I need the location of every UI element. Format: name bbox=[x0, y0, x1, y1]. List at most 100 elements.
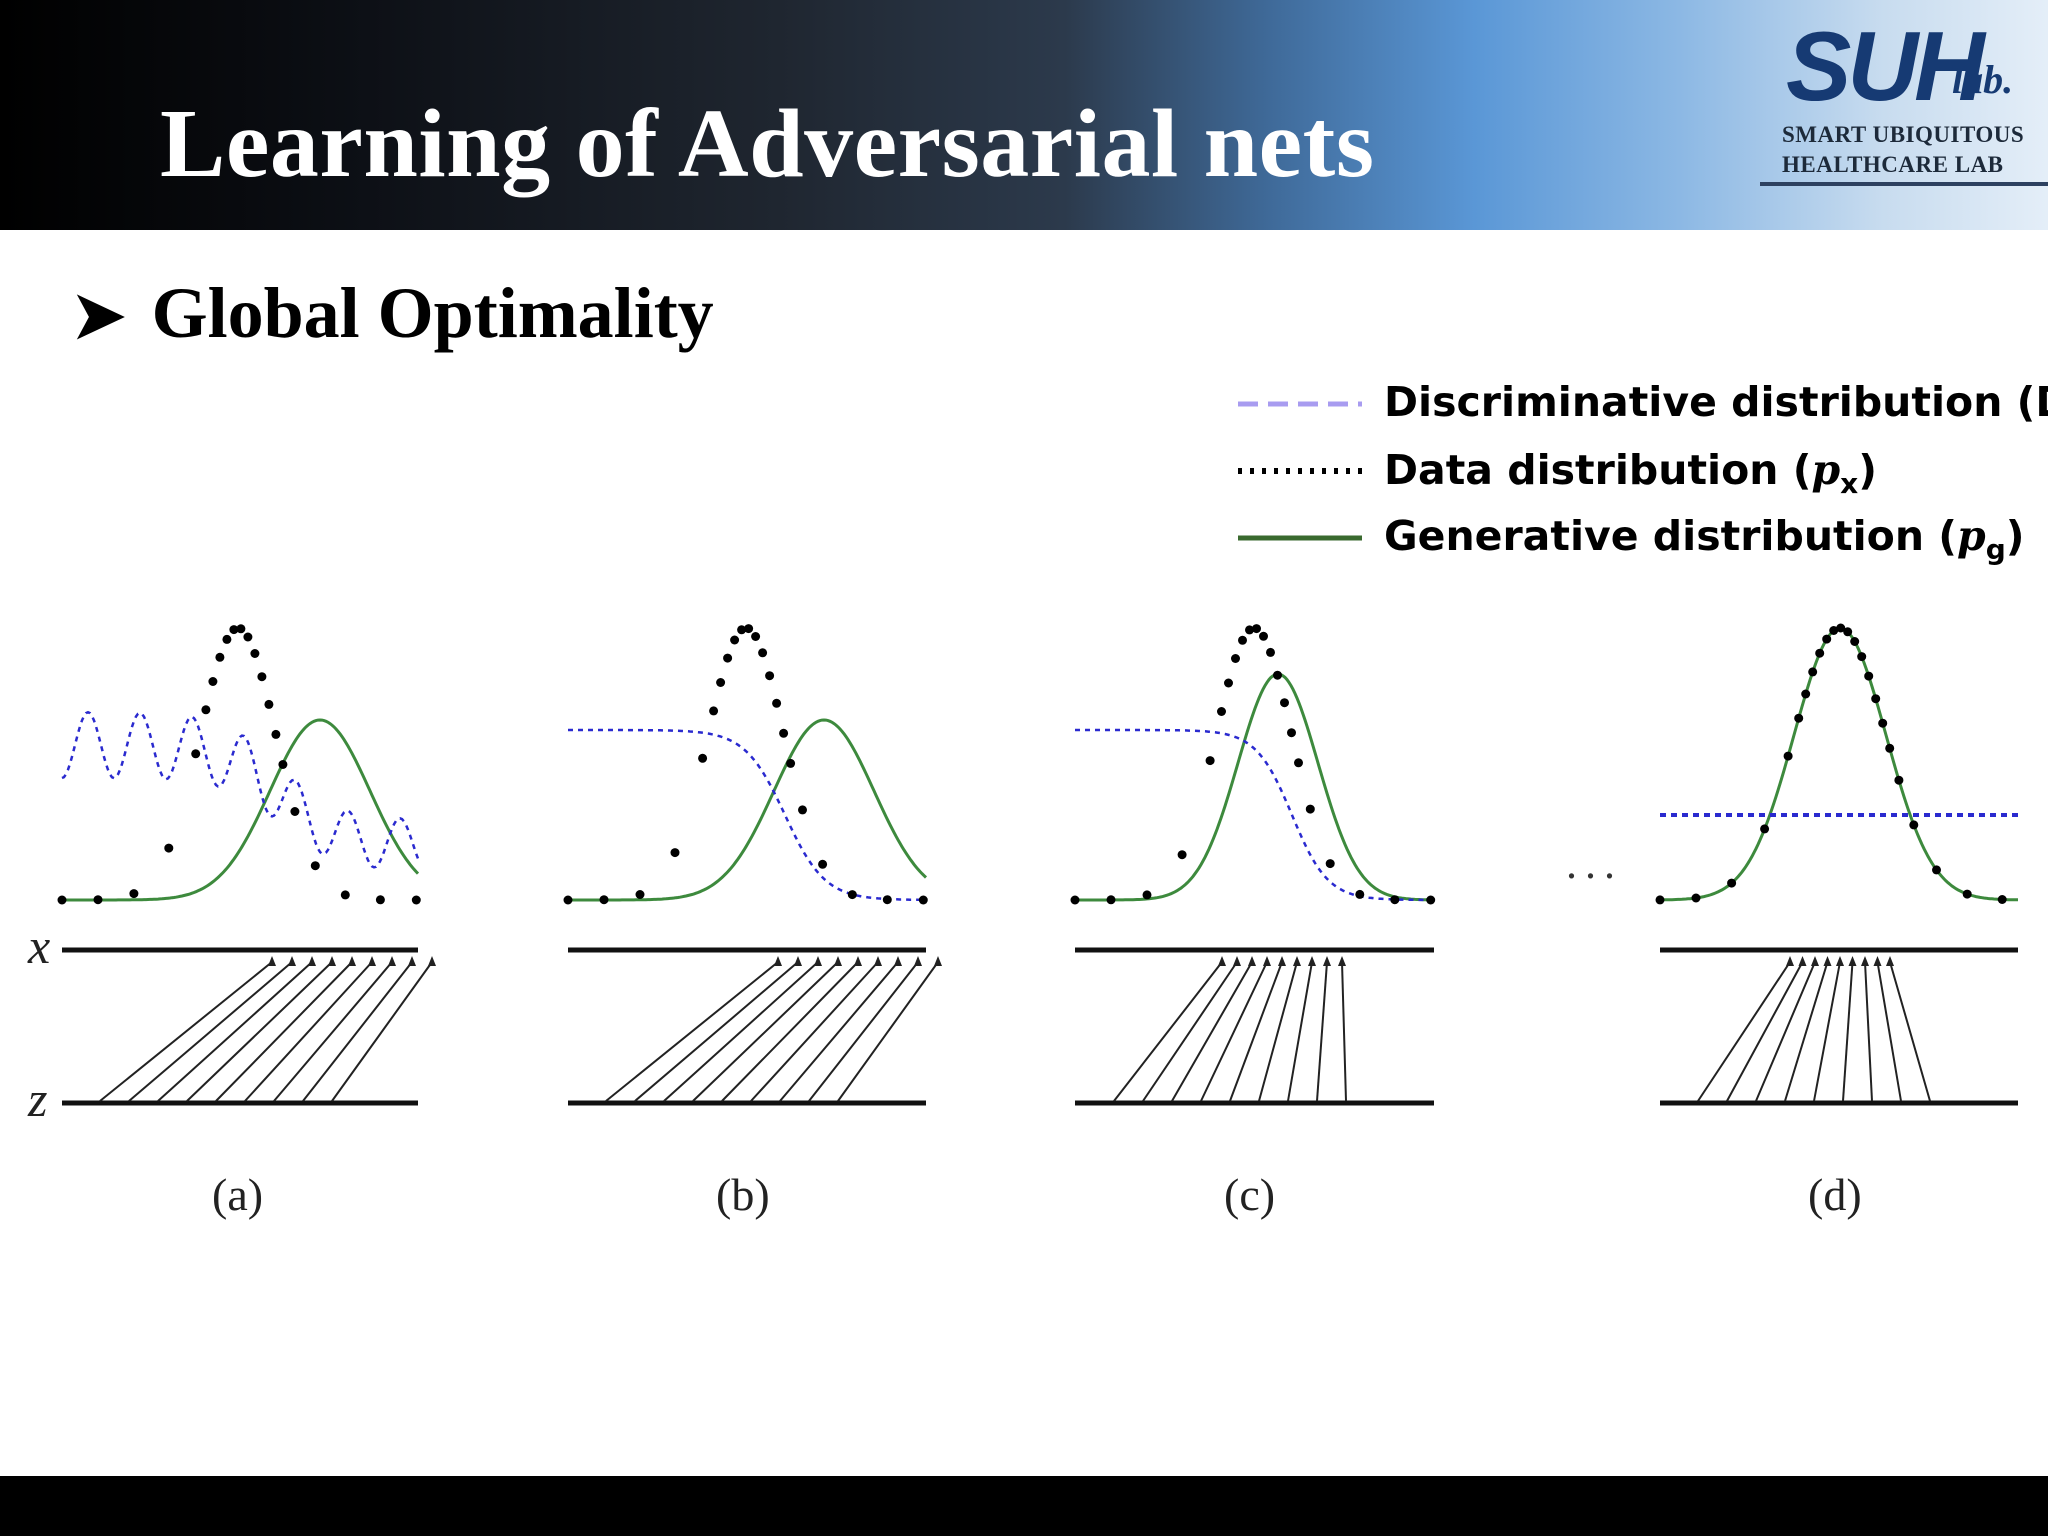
data-dot-a-7 bbox=[208, 677, 218, 686]
data-dot-c-11 bbox=[1252, 624, 1261, 634]
mapping-arrow-d-2 bbox=[1726, 961, 1804, 1102]
footer-bar bbox=[0, 1476, 2048, 1536]
mapping-arrow-b-3 bbox=[663, 961, 819, 1102]
data-dot-c-7 bbox=[1224, 678, 1233, 688]
legend-gen-prefix: Generative distribution ( bbox=[1384, 512, 1958, 560]
data-dot-c-2 bbox=[1106, 895, 1116, 905]
data-dot-b-15 bbox=[772, 698, 782, 708]
mapping-arrowhead-d-4 bbox=[1823, 956, 1832, 966]
logo-line-2: HEALTHCARE LAB bbox=[1782, 152, 2004, 177]
mapping-arrow-c-8 bbox=[1316, 961, 1328, 1102]
logo-line-1: SMART UBIQUITOUS bbox=[1782, 122, 2025, 147]
data-dot-a-2 bbox=[93, 895, 103, 905]
mapping-arrowhead-d-3 bbox=[1811, 956, 1819, 966]
legend-data-close: ) bbox=[1858, 446, 1877, 494]
data-dot-d-19 bbox=[1885, 743, 1895, 753]
data-dot-d-9 bbox=[1815, 648, 1825, 658]
data-dot-a-11 bbox=[236, 624, 246, 634]
data-dot-d-1 bbox=[1655, 895, 1665, 905]
data-dot-a-3 bbox=[129, 889, 139, 899]
mapping-arrow-b-2 bbox=[634, 961, 799, 1102]
panels-group bbox=[57, 623, 2018, 1106]
discriminative-curve-b bbox=[568, 728, 927, 902]
mapping-arrowhead-c-9 bbox=[1338, 956, 1346, 966]
data-dot-a-19 bbox=[310, 861, 320, 871]
panel-label-d: (d) bbox=[1808, 1169, 1862, 1220]
data-dot-c-15 bbox=[1280, 698, 1289, 708]
mapping-arrow-d-7 bbox=[1864, 961, 1873, 1102]
mapping-arrowhead-a-4 bbox=[328, 956, 336, 966]
mapping-arrowhead-b-7 bbox=[894, 956, 902, 966]
mapping-arrow-c-6 bbox=[1258, 961, 1298, 1102]
mapping-arrow-b-6 bbox=[750, 961, 879, 1102]
data-dot-d-14 bbox=[1850, 637, 1860, 646]
data-dot-d-20 bbox=[1894, 775, 1904, 785]
generative-curve-b bbox=[568, 718, 928, 902]
data-dot-d-2 bbox=[1691, 893, 1701, 903]
mapping-arrowhead-b-5 bbox=[854, 956, 862, 966]
mapping-arrowhead-d-7 bbox=[1861, 956, 1869, 966]
mapping-arrow-b-1 bbox=[605, 961, 779, 1102]
data-dot-a-9 bbox=[222, 634, 232, 644]
mapping-arrow-d-4 bbox=[1784, 961, 1829, 1102]
data-dot-c-13 bbox=[1266, 647, 1275, 657]
mapping-arrowhead-a-5 bbox=[348, 956, 356, 966]
mapping-arrowhead-c-2 bbox=[1233, 956, 1241, 966]
mapping-arrow-d-9 bbox=[1889, 961, 1931, 1102]
mapping-arrowhead-d-8 bbox=[1873, 956, 1882, 966]
bullet-arrow-icon: ➤ bbox=[72, 280, 126, 351]
data-dot-b-18 bbox=[798, 805, 807, 815]
mapping-arrowhead-b-3 bbox=[814, 956, 822, 966]
mapping-arrowhead-a-8 bbox=[408, 956, 416, 966]
data-dot-d-6 bbox=[1794, 713, 1804, 723]
data-dot-d-15 bbox=[1857, 652, 1867, 662]
legend-gen-symbol: p bbox=[1957, 512, 1986, 560]
data-dot-a-15 bbox=[264, 699, 274, 709]
mapping-arrowhead-d-5 bbox=[1836, 956, 1844, 966]
mapping-arrowhead-b-6 bbox=[874, 956, 882, 966]
logo-mark: SUH bbox=[1786, 11, 1985, 121]
data-dot-b-22 bbox=[918, 895, 928, 905]
data-dot-a-1 bbox=[57, 895, 67, 905]
data-dot-b-10 bbox=[737, 625, 747, 635]
mapping-arrowhead-d-9 bbox=[1886, 956, 1894, 966]
mapping-arrow-a-3 bbox=[157, 961, 313, 1102]
mapping-arrowhead-c-6 bbox=[1293, 956, 1301, 966]
panel-label-b: (b) bbox=[716, 1169, 770, 1220]
data-dot-a-4 bbox=[164, 843, 174, 853]
mapping-arrowhead-b-8 bbox=[914, 956, 922, 966]
mapping-arrowhead-a-3 bbox=[308, 956, 316, 966]
data-dot-d-3 bbox=[1727, 878, 1737, 888]
legend-data-symbol: p bbox=[1811, 446, 1841, 494]
data-dot-d-23 bbox=[1962, 889, 1972, 899]
data-dot-a-21 bbox=[375, 895, 385, 905]
data-dot-d-13 bbox=[1843, 627, 1853, 637]
data-dot-b-2 bbox=[599, 895, 609, 905]
data-dot-b-13 bbox=[758, 648, 768, 658]
bullet-heading: ➤ Global Optimality bbox=[72, 272, 714, 355]
legend-generative: Generative distribution (pg) bbox=[1384, 512, 2025, 566]
mapping-arrow-a-2 bbox=[128, 961, 293, 1102]
legend-data: Data distribution (px) bbox=[1384, 446, 1877, 500]
mapping-arrow-b-7 bbox=[779, 961, 899, 1102]
data-dot-a-13 bbox=[250, 649, 260, 658]
logo-rule bbox=[1760, 182, 2048, 186]
data-dot-c-6 bbox=[1217, 707, 1226, 716]
data-dot-c-18 bbox=[1305, 804, 1315, 814]
mapping-arrow-c-7 bbox=[1287, 961, 1313, 1102]
data-dot-a-10 bbox=[229, 625, 239, 635]
z-axis-label: z bbox=[27, 1071, 47, 1127]
mapping-arrowhead-d-1 bbox=[1786, 956, 1794, 966]
ellipsis: ... bbox=[1566, 839, 1623, 888]
mapping-arrow-b-9 bbox=[837, 961, 939, 1102]
mapping-arrow-c-9 bbox=[1341, 961, 1347, 1102]
data-dot-d-17 bbox=[1871, 694, 1881, 704]
legend-data-sub: x bbox=[1840, 467, 1859, 501]
data-dot-b-16 bbox=[779, 728, 789, 738]
data-dot-b-12 bbox=[751, 632, 761, 641]
data-dot-d-24 bbox=[1997, 895, 2007, 904]
generative-curve-c bbox=[1075, 672, 1434, 902]
data-dot-a-16 bbox=[271, 729, 281, 739]
mapping-arrow-a-6 bbox=[244, 961, 373, 1102]
data-dot-b-6 bbox=[709, 706, 719, 716]
